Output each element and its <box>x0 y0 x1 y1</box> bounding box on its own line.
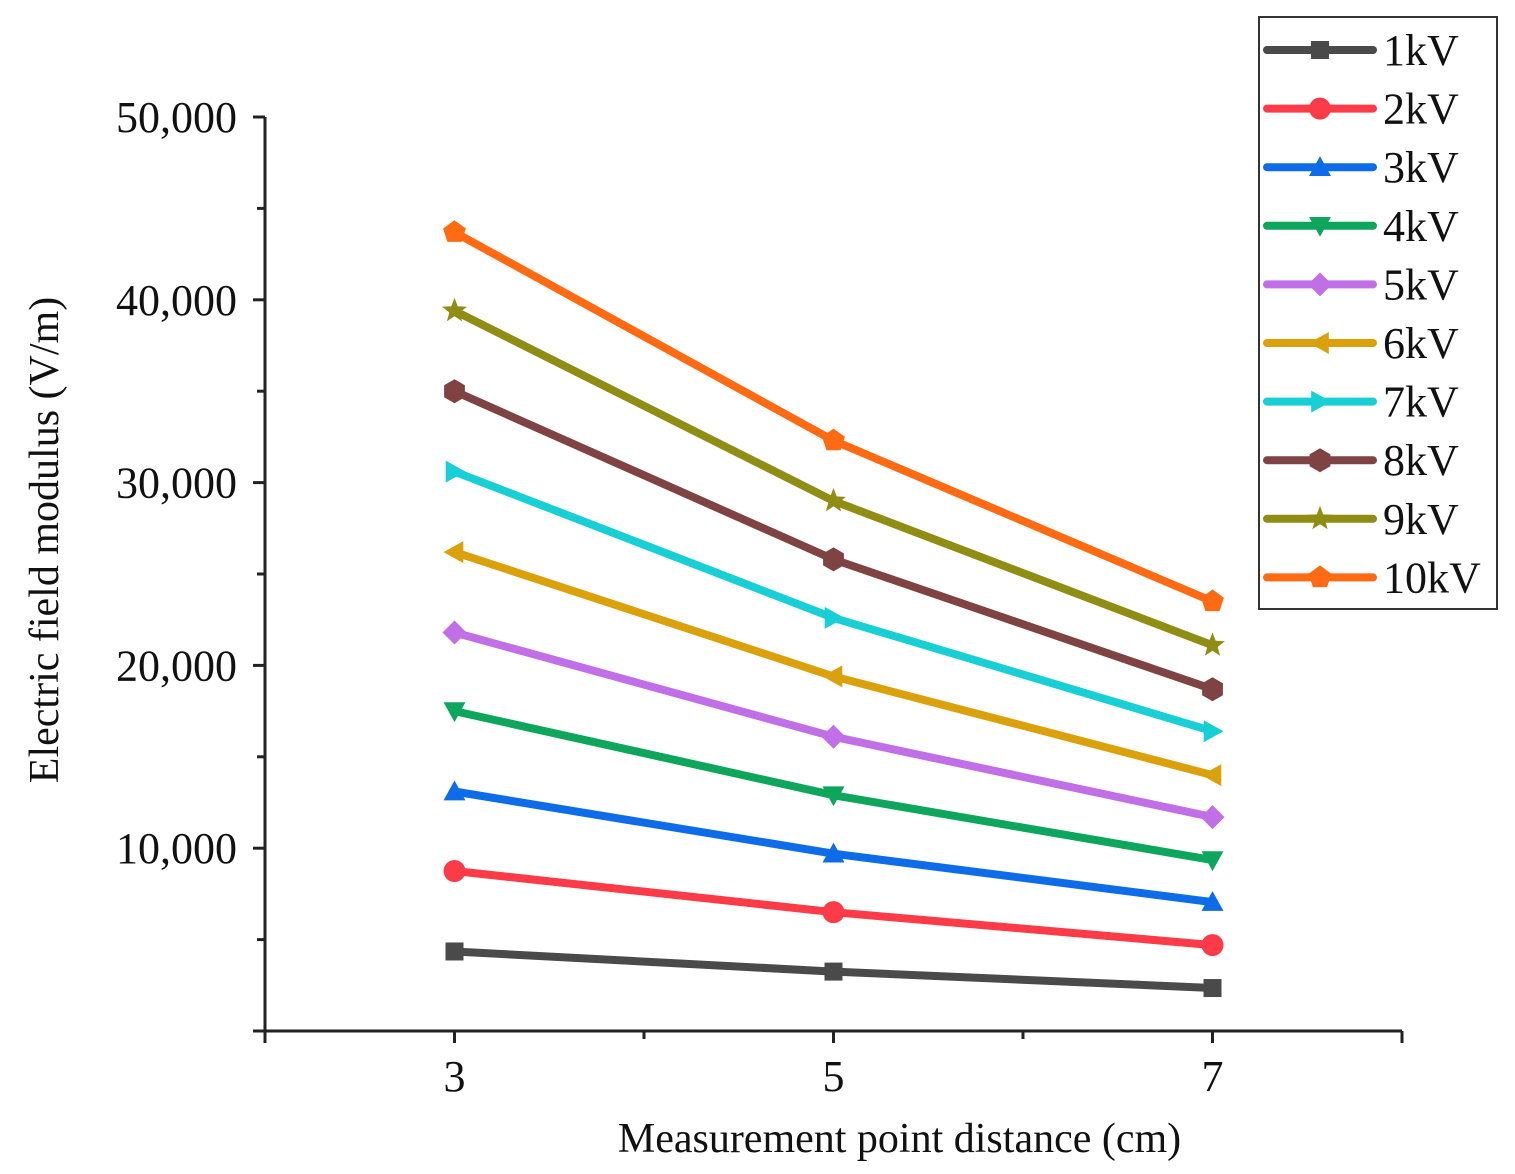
legend-label-4kV: 4kV <box>1383 202 1459 251</box>
legend-item-5kV: 5kV <box>1263 260 1459 309</box>
legend-label-6kV: 6kV <box>1383 319 1459 368</box>
data-point-8kV-x7 <box>1202 677 1223 702</box>
legend-marker-5kV <box>1308 272 1332 297</box>
data-point-3kV-x5 <box>822 842 845 863</box>
data-point-2kV-x3 <box>443 860 466 883</box>
data-point-6kV-x3 <box>443 541 464 564</box>
legend-marker-6kV <box>1309 332 1329 354</box>
legend-label-7kV: 7kV <box>1383 378 1459 427</box>
legend-label-8kV: 8kV <box>1383 436 1459 485</box>
series-10kV <box>443 220 1224 612</box>
series-5kV <box>442 620 1225 830</box>
data-point-9kV-x3 <box>442 297 467 322</box>
legend-marker-7kV <box>1311 390 1331 413</box>
data-point-4kV-x7 <box>1201 851 1224 872</box>
legend-marker-9kV <box>1307 505 1333 530</box>
x-tick-label: 5 <box>823 1052 845 1101</box>
series-9kV <box>442 297 1225 656</box>
data-point-5kV-x7 <box>1200 805 1225 830</box>
y-tick-label: 10,000 <box>116 824 237 873</box>
data-point-8kV-x5 <box>823 547 844 572</box>
y-tick-label: 30,000 <box>116 459 237 508</box>
legend-label-3kV: 3kV <box>1383 143 1459 192</box>
data-point-1kV-x7 <box>1203 979 1222 998</box>
legend-item-1kV: 1kV <box>1263 26 1459 75</box>
legend-item-7kV: 7kV <box>1263 378 1459 427</box>
y-tick-label: 20,000 <box>116 641 237 690</box>
data-point-1kV-x3 <box>445 942 464 961</box>
legend-marker-8kV <box>1309 448 1331 473</box>
data-point-10kV-x3 <box>443 220 466 242</box>
x-tick-label: 7 <box>1202 1052 1224 1101</box>
data-point-3kV-x7 <box>1201 891 1224 911</box>
legend-item-9kV: 9kV <box>1263 495 1459 544</box>
legend-marker-3kV <box>1309 156 1331 176</box>
data-point-8kV-x3 <box>444 379 465 404</box>
series-1kV <box>445 942 1222 998</box>
legend-label-1kV: 1kV <box>1383 26 1459 75</box>
data-point-7kV-x7 <box>1203 720 1224 743</box>
legend: 1kV 2kV 3kV 4kV 5kV 6kV 7kV 8kV 9kV 10kV <box>1258 16 1498 610</box>
legend-marker-1kV <box>1311 41 1329 59</box>
series-7kV <box>445 460 1224 743</box>
x-axis-title: Measurement point distance (cm) <box>618 1116 1181 1162</box>
legend-item-2kV: 2kV <box>1263 85 1459 134</box>
legend-label-10kV: 10kV <box>1383 553 1481 602</box>
legend-marker-10kV <box>1308 565 1332 588</box>
legend-item-4kV: 4kV <box>1263 202 1459 251</box>
legend-marker-4kV <box>1309 217 1331 237</box>
legend-label-2kV: 2kV <box>1383 85 1459 134</box>
data-point-7kV-x5 <box>824 606 845 629</box>
y-tick-label: 50,000 <box>116 93 237 142</box>
legend-item-8kV: 8kV <box>1263 436 1459 485</box>
axes: 3 5 7 10,000 20,000 30,000 40,000 50,000 <box>116 93 1404 1101</box>
series-line-9kV <box>450 306 1217 650</box>
legend-marker-2kV <box>1309 97 1331 120</box>
data-point-6kV-x7 <box>1201 764 1222 787</box>
legend-label-5kV: 5kV <box>1383 260 1459 309</box>
series-2kV <box>443 860 1224 957</box>
data-point-9kV-x7 <box>1200 632 1225 656</box>
series-6kV <box>443 541 1222 787</box>
data-point-6kV-x5 <box>822 665 843 688</box>
y-tick-label: 40,000 <box>116 276 237 325</box>
data-point-9kV-x5 <box>821 487 846 512</box>
data-point-10kV-x5 <box>822 428 845 451</box>
data-point-10kV-x7 <box>1201 589 1224 612</box>
data-point-5kV-x5 <box>821 724 846 749</box>
series-3kV <box>443 780 1224 911</box>
legend-item-3kV: 3kV <box>1263 143 1459 192</box>
data-point-4kV-x3 <box>443 702 466 723</box>
x-tick-label: 3 <box>444 1052 466 1101</box>
legend-label-9kV: 9kV <box>1383 495 1459 544</box>
legend-box <box>1258 16 1498 610</box>
series-line-10kV <box>450 228 1217 606</box>
data-point-7kV-x3 <box>445 460 466 483</box>
series-layer <box>442 220 1225 998</box>
data-point-5kV-x3 <box>442 620 467 645</box>
series-8kV <box>444 379 1223 702</box>
legend-item-6kV: 6kV <box>1263 319 1459 368</box>
y-axis-title: Electric field modulus (V/m) <box>22 297 68 783</box>
data-point-2kV-x7 <box>1201 934 1224 957</box>
series-4kV <box>443 702 1224 872</box>
data-point-2kV-x5 <box>822 901 845 924</box>
legend-item-10kV: 10kV <box>1263 553 1481 602</box>
data-point-1kV-x5 <box>824 962 843 981</box>
data-point-3kV-x3 <box>443 780 466 801</box>
data-point-4kV-x5 <box>822 786 845 807</box>
